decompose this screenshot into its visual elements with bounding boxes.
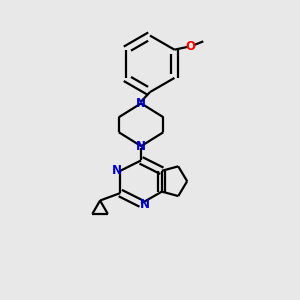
Text: N: N xyxy=(136,97,146,110)
Text: N: N xyxy=(112,164,122,177)
Text: N: N xyxy=(136,140,146,153)
Text: O: O xyxy=(186,40,196,52)
Text: N: N xyxy=(140,199,150,212)
